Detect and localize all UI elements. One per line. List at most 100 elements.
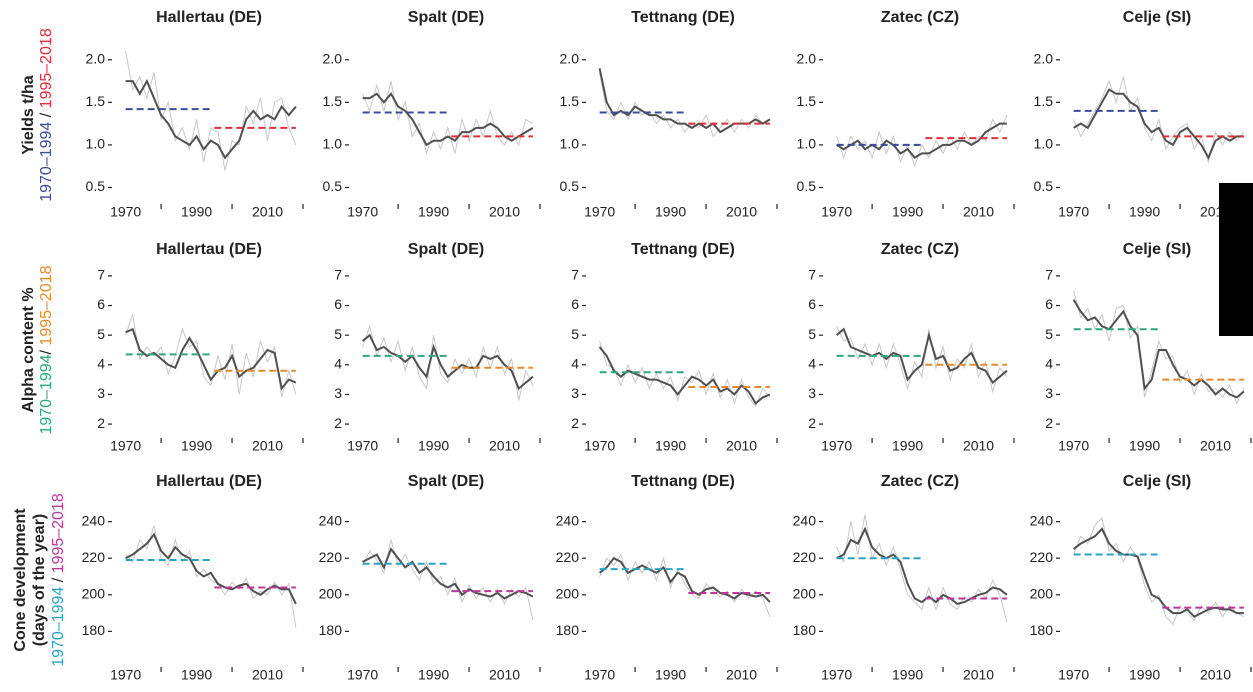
smoothed-line — [361, 333, 534, 391]
x-tick-label: 2010 — [252, 438, 283, 454]
row-title-text: Cone development — [12, 508, 29, 652]
y-tick-label: 1.0 — [86, 136, 106, 152]
y-tick-label: 200 — [82, 585, 106, 601]
panel: Spalt (DE) 180 200 220 240 1970 1990 2010 — [319, 473, 541, 683]
row-subtitle-text: (days of the year) — [31, 514, 48, 646]
x-tick-label: 1970 — [1058, 438, 1089, 454]
panel-title: Spalt (DE) — [408, 473, 484, 490]
panel: Hallertau (DE) 180 200 220 240 1970 1990 2010 — [82, 473, 304, 683]
raw-line — [125, 314, 297, 398]
x-tick-label: 1990 — [655, 667, 686, 683]
period-sep: / — [38, 346, 55, 355]
y-tick-label: 3 — [808, 385, 816, 401]
x-tick-label: 1970 — [347, 667, 378, 683]
y-tick-label: 1.5 — [86, 93, 106, 109]
panel: Celje (SI) 180 200 220 240 1970 1990 2010 — [1030, 473, 1252, 683]
smoothed-line — [835, 327, 1008, 385]
y-tick-label: 4 — [808, 356, 816, 372]
panel: Spalt (DE) 2 3 4 5 6 7 1970 1990 2010 — [334, 241, 541, 454]
smoothed-line — [1072, 527, 1244, 618]
x-tick-label: 2010 — [252, 204, 283, 220]
panel: Tettnang (DE) 0.5 1.0 1.5 2.0 1970 1990 2010 — [560, 9, 778, 220]
x-tick-label: 1990 — [181, 204, 212, 220]
y-tick-label: 240 — [82, 512, 106, 528]
panel-title: Tettnang (DE) — [631, 473, 735, 490]
panel-title: Zatec (CZ) — [881, 9, 959, 26]
y-tick-label: 240 — [1030, 512, 1054, 528]
x-tick-label: 1990 — [418, 204, 449, 220]
y-tick-label: 0.5 — [1034, 178, 1054, 194]
row-periods: 1970–1994 / 1995–2018 — [50, 493, 67, 667]
x-tick-label: 1970 — [1058, 667, 1089, 683]
raw-line — [1073, 76, 1245, 164]
y-tick-label: 0.5 — [797, 178, 817, 194]
raw-line — [836, 514, 1008, 623]
panel-title: Celje (SI) — [1123, 9, 1191, 26]
x-tick-label: 1990 — [181, 667, 212, 683]
period-1: 1970–1994 — [38, 122, 55, 202]
raw-line — [362, 80, 534, 156]
x-tick-label: 1990 — [418, 667, 449, 683]
x-tick-label: 1970 — [110, 667, 141, 683]
x-tick-label: 1990 — [1129, 438, 1160, 454]
x-tick-label: 1970 — [110, 438, 141, 454]
smoothed-line — [125, 327, 297, 391]
y-tick-label: 200 — [1030, 585, 1054, 601]
y-tick-label: 5 — [808, 326, 816, 342]
panel: Celje (SI) 2 3 4 5 6 7 1970 1990 2010 — [1045, 241, 1252, 454]
y-tick-label: 2.0 — [560, 50, 580, 66]
panel-title: Hallertau (DE) — [156, 9, 262, 26]
x-tick-label: 2010 — [1200, 438, 1231, 454]
x-tick-label: 1990 — [892, 667, 923, 683]
x-tick-label: 1970 — [821, 438, 852, 454]
x-tick-label: 1970 — [110, 204, 141, 220]
y-tick-label: 2 — [808, 415, 816, 431]
y-tick-label: 240 — [319, 512, 343, 528]
raw-line — [1073, 290, 1245, 405]
y-tick-label: 200 — [319, 585, 343, 601]
y-tick-label: 180 — [793, 622, 817, 638]
y-tick-label: 4 — [1045, 356, 1053, 372]
x-tick-label: 2010 — [963, 438, 994, 454]
y-tick-label: 1.5 — [560, 93, 580, 109]
raw-line — [599, 553, 771, 617]
y-tick-label: 2.0 — [86, 50, 106, 66]
y-tick-label: 2 — [334, 415, 342, 431]
panel: Zatec (CZ) 180 200 220 240 1970 1990 2010 — [793, 473, 1015, 683]
x-tick-label: 1970 — [821, 204, 852, 220]
raw-line — [1073, 516, 1245, 626]
x-tick-label: 1990 — [418, 438, 449, 454]
panel: Tettnang (DE) 180 200 220 240 1970 1990 2010 — [556, 473, 778, 683]
y-tick-label: 7 — [97, 267, 105, 283]
panel-title: Zatec (CZ) — [881, 241, 959, 258]
panel-title: Spalt (DE) — [408, 9, 484, 26]
row-title-text: Yields t/ha — [20, 75, 37, 155]
y-tick-label: 2 — [1045, 415, 1053, 431]
x-tick-label: 1970 — [584, 438, 615, 454]
y-tick-label: 1.5 — [1034, 93, 1054, 109]
period-2: 1995–2018 — [38, 265, 55, 345]
raw-line — [362, 539, 534, 621]
period-1: 1970–1994 — [50, 587, 67, 667]
x-tick-label: 2010 — [489, 204, 520, 220]
y-tick-label: 180 — [82, 622, 106, 638]
raw-line — [125, 525, 297, 628]
smoothed-line — [125, 532, 297, 605]
panel: Zatec (CZ) 2 3 4 5 6 7 1970 1990 2010 — [808, 241, 1015, 454]
raw-line — [599, 340, 771, 408]
smoothed-line — [598, 68, 771, 134]
y-tick-label: 5 — [334, 326, 342, 342]
x-tick-label: 2010 — [726, 438, 757, 454]
x-tick-label: 2010 — [489, 667, 520, 683]
y-tick-label: 7 — [334, 267, 342, 283]
x-tick-label: 2010 — [252, 667, 283, 683]
row-periods: 1970–1994 / 1995–2018 — [38, 28, 55, 202]
y-tick-label: 0.5 — [560, 178, 580, 194]
y-tick-label: 220 — [556, 549, 580, 565]
y-tick-label: 6 — [808, 296, 816, 312]
smoothed-line — [598, 346, 771, 405]
y-tick-label: 4 — [571, 356, 579, 372]
smoothed-line — [1073, 88, 1244, 160]
